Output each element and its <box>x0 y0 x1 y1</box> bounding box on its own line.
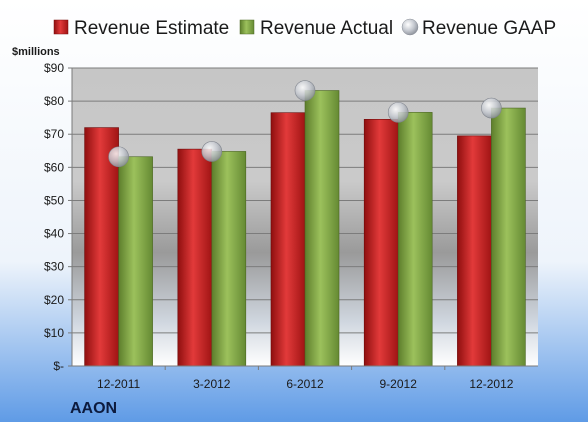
legend-marker-gaap <box>401 18 419 36</box>
legend-label-estimate: Revenue Estimate <box>74 18 229 39</box>
legend-label-actual: Revenue Actual <box>260 18 393 39</box>
y-tick-label: $60 <box>44 160 64 174</box>
bar-revenue-estimate <box>363 119 399 367</box>
y-axis-ticks: $- $10 $20 $30 $40 $50 $60 $70 $80 $90 <box>44 61 72 373</box>
bar-revenue-actual <box>491 107 526 367</box>
y-tick-label: $90 <box>44 61 64 75</box>
ticker-label: AAON <box>70 400 117 417</box>
legend: Revenue Estimate Revenue Actual Revenue … <box>53 18 556 39</box>
marker-revenue-gaap <box>201 141 223 162</box>
bar-revenue-actual <box>304 90 340 367</box>
marker-revenue-gaap <box>387 102 409 123</box>
legend-swatch-estimate <box>53 19 69 35</box>
x-tick-label: 6-2012 <box>286 377 324 391</box>
gaap-markers <box>108 80 502 168</box>
y-tick-label: $- <box>53 359 64 373</box>
x-tick-label: 3-2012 <box>193 377 231 391</box>
bar-revenue-estimate <box>177 148 213 367</box>
bar-revenue-estimate <box>270 112 306 367</box>
legend-label-gaap: Revenue GAAP <box>422 18 556 39</box>
y-tick-label: $30 <box>44 260 64 274</box>
bar-revenue-actual <box>118 156 153 367</box>
x-axis-ticks: 12-2011 3-2012 6-2012 9-2012 12-2012 <box>97 366 514 391</box>
marker-revenue-gaap <box>481 97 502 119</box>
x-tick-label: 12-2011 <box>97 377 140 391</box>
marker-revenue-gaap <box>108 146 129 168</box>
y-tick-label: $70 <box>44 127 64 141</box>
legend-swatch-actual <box>239 19 255 35</box>
y-tick-label: $10 <box>44 326 64 340</box>
marker-revenue-gaap <box>294 80 316 101</box>
unit-label: $millions <box>12 46 60 58</box>
bar-revenue-actual <box>211 151 247 367</box>
x-tick-label: 9-2012 <box>380 377 418 391</box>
bar-revenue-actual <box>397 112 433 367</box>
y-tick-label: $40 <box>44 227 64 241</box>
y-tick-label: $50 <box>44 193 64 207</box>
bar-revenue-estimate <box>84 127 119 367</box>
x-tick-label: 12-2012 <box>469 377 513 391</box>
y-tick-label: $20 <box>44 293 64 307</box>
bars <box>84 90 526 367</box>
y-tick-label: $80 <box>44 94 64 108</box>
bar-revenue-estimate <box>457 135 492 367</box>
